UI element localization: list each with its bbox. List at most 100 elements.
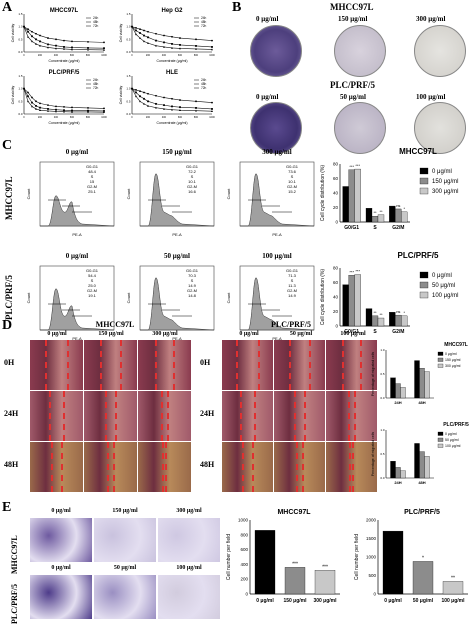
data-point <box>155 39 157 42</box>
data-point <box>143 29 145 32</box>
y-tick-label: 2000 <box>366 518 377 523</box>
y-tick-label: 1.0 <box>126 87 131 91</box>
legend-swatch <box>437 363 444 368</box>
data-point <box>163 107 165 110</box>
legend-label: 24h <box>93 78 99 82</box>
data-point <box>103 48 105 51</box>
wound-dose-label: 50 μg/ml <box>289 331 313 337</box>
colony-dish <box>414 25 466 77</box>
panel-b-dose-5: 50 μg/ml <box>340 93 366 101</box>
wound-time-label: 48H <box>200 460 215 469</box>
histogram-fill <box>40 288 115 331</box>
bar <box>414 443 420 479</box>
data-point <box>31 30 33 33</box>
data-point <box>211 48 213 51</box>
histogram-dose-label: 0 μg/ml <box>65 148 89 156</box>
y-tick-label: 1.5 <box>18 12 23 16</box>
histogram-stat: 71.3 <box>288 273 297 278</box>
x-tick-label: 200 <box>38 116 43 119</box>
histogram-stat: S <box>91 174 94 179</box>
wound-edge-line <box>112 442 115 492</box>
histogram-stat: 10.1 <box>288 179 297 184</box>
y-axis-label: Cell cycle distribution (%) <box>320 269 326 325</box>
bar <box>419 368 425 399</box>
data-point <box>147 42 149 44</box>
legend-swatch <box>419 291 429 299</box>
histogram-stat: 25.1 <box>88 189 97 194</box>
data-point <box>147 36 149 39</box>
wound-edge-line <box>257 340 260 390</box>
significance-mark: * <box>404 310 406 315</box>
x-tick-label: 600 <box>178 54 183 57</box>
wound-edge-line <box>359 340 362 390</box>
colony-dish <box>250 25 302 77</box>
bar <box>401 211 408 223</box>
data-point <box>71 110 73 113</box>
chart-title: PLC/PRF/5 <box>404 509 440 516</box>
x-tick-label: 1000 <box>209 116 215 119</box>
bar <box>395 314 402 327</box>
histogram-x-label: PE-A <box>272 336 282 341</box>
histogram-stat: 54.4 <box>88 273 97 278</box>
data-point <box>63 39 65 42</box>
legend-swatch <box>419 177 429 185</box>
y-axis-label: Cell number per field <box>354 534 360 580</box>
data-point <box>135 33 137 36</box>
significance-mark: ns <box>396 309 400 314</box>
wound-photo <box>222 391 273 441</box>
migration-bar-chart: MHCC97L Percentage of migrated cells 0.0 0.… <box>371 342 468 405</box>
x-tick-label: G0/G1 <box>344 225 359 231</box>
cell-cycle-bar-chart: MHCC97L Cell cycle distribution (%) 0 20 40 6… <box>320 147 458 231</box>
data-point <box>55 110 57 113</box>
legend-label: 24h <box>201 78 207 82</box>
bar <box>395 467 401 479</box>
transwell-photo <box>30 575 92 619</box>
y-tick-label: 1.0 <box>126 25 131 29</box>
y-tick-label: 0.0 <box>18 112 23 116</box>
histogram-stat: G0-G1 <box>186 268 199 273</box>
histogram-stat: S <box>291 278 294 283</box>
chart-title: HLE <box>166 70 178 76</box>
legend-label: 100 μg/ml <box>445 444 461 448</box>
data-point <box>63 106 65 108</box>
significance-mark: ns <box>396 203 400 208</box>
significance-mark: ** <box>379 312 383 317</box>
data-point <box>179 47 181 50</box>
data-point <box>179 37 181 39</box>
data-point <box>195 109 197 112</box>
y-axis-label: Cell viability <box>11 24 15 43</box>
wound-edge-line <box>341 340 344 390</box>
series-line <box>131 26 213 41</box>
y-axis-label: Cell viability <box>119 24 123 43</box>
transwell-row2-cell: PLC/PRF/5 <box>10 584 19 624</box>
wound-photo <box>222 340 273 390</box>
data-point <box>147 104 149 107</box>
chart-title: Hep G2 <box>161 8 183 14</box>
panel-b-dose-3: 300 μg/ml <box>416 15 446 23</box>
data-point <box>31 40 33 43</box>
data-point <box>35 100 37 103</box>
legend-label: 72h <box>93 24 99 28</box>
wound-edge-line <box>235 340 238 390</box>
data-point <box>179 109 181 111</box>
data-point <box>139 90 141 93</box>
x-tick-label: 200 <box>146 116 151 119</box>
chart-title: MHCC97L <box>277 509 311 516</box>
data-point <box>63 110 65 113</box>
transwell-dose-label: 300 μg/ml <box>176 508 202 514</box>
y-tick-label: 40 <box>333 191 339 196</box>
x-tick-label: 600 <box>70 54 75 57</box>
significance-mark: ** <box>373 210 377 215</box>
y-tick-label: 20 <box>333 309 339 314</box>
data-point <box>47 104 49 107</box>
data-point <box>139 95 141 98</box>
data-point <box>47 43 49 46</box>
wound-edge-line <box>166 391 169 441</box>
data-point <box>31 101 33 104</box>
significance-mark: ** <box>379 209 383 214</box>
histogram-y-label: Count <box>126 188 131 200</box>
data-point <box>31 35 33 38</box>
data-point <box>211 101 213 104</box>
histogram-frame <box>39 161 115 227</box>
